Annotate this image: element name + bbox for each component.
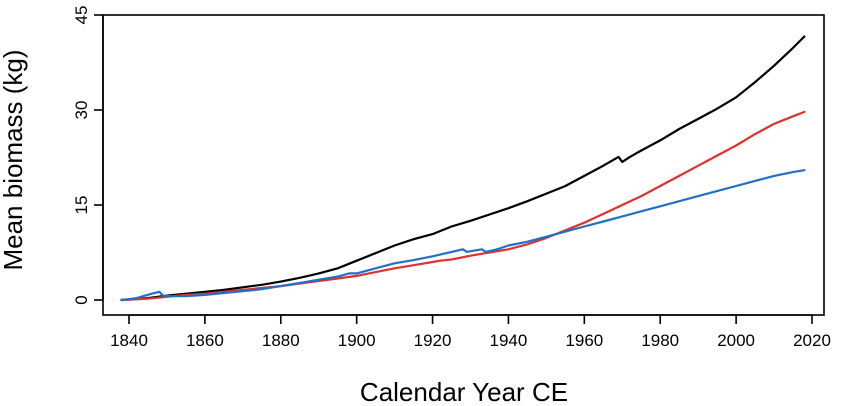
y-axis-title: Mean biomass (kg)	[0, 49, 28, 270]
x-tick-label: 1920	[414, 331, 452, 350]
series-line-3	[120, 169, 806, 302]
x-tick-label: 1960	[565, 331, 603, 350]
x-tick-label: 1840	[110, 331, 148, 350]
x-tick-label: 1880	[262, 331, 300, 350]
series-lines	[120, 35, 806, 302]
x-axis-title: Calendar Year CE	[360, 377, 568, 406]
y-tick-label: 15	[72, 196, 91, 215]
y-tick-label: 45	[72, 6, 91, 25]
x-tick-label: 1900	[338, 331, 376, 350]
x-tick-label: 1940	[490, 331, 528, 350]
x-axis: 1840 1860 1880 1900 1920 1940 1960 1980 2000 2020	[110, 314, 831, 350]
x-tick-label: 1980	[641, 331, 679, 350]
series-line-2	[120, 110, 806, 302]
x-tick-label: 2020	[793, 331, 831, 350]
y-tick-label: 30	[72, 101, 91, 120]
x-tick-label: 1860	[186, 331, 224, 350]
plot-frame	[102, 14, 825, 316]
series-line-1	[120, 35, 806, 302]
y-axis: 0 15 30 45	[72, 6, 825, 316]
y-tick-label: 0	[72, 295, 91, 304]
x-tick-label: 2000	[717, 331, 755, 350]
